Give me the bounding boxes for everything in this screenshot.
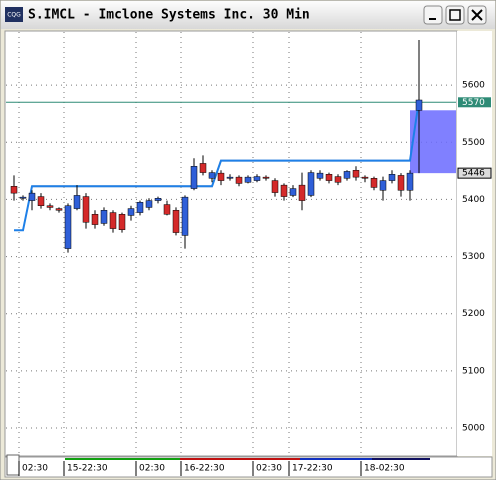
- y-tick-label: 5600: [462, 81, 485, 91]
- candle-body: [154, 198, 162, 201]
- x-tick-label: 02:30: [139, 464, 165, 474]
- maximize-button[interactable]: [445, 5, 465, 25]
- candle-body: [298, 184, 306, 201]
- candle-body: [262, 176, 270, 179]
- x-tick-label: 02:30: [256, 464, 282, 474]
- candle-body: [199, 163, 207, 173]
- x-tick-label: 02:30: [22, 464, 48, 474]
- candle-body: [334, 176, 342, 183]
- candle-body: [352, 170, 360, 178]
- candle-body: [280, 184, 288, 197]
- candle-body: [91, 214, 99, 225]
- candle-body: [253, 176, 261, 181]
- window-buttons: [423, 5, 487, 25]
- candle-body: [145, 200, 153, 208]
- candle-body: [370, 178, 378, 188]
- candle-body: [397, 175, 405, 191]
- candle-body: [37, 196, 45, 206]
- candle-body: [55, 208, 63, 211]
- candle-body: [235, 176, 243, 184]
- candle-body: [361, 176, 369, 179]
- candle-body: [415, 99, 423, 111]
- candle-body: [118, 214, 126, 230]
- candle-body: [289, 188, 297, 196]
- minimize-button[interactable]: [423, 5, 443, 25]
- y-tick-label: 5000: [462, 424, 485, 434]
- candle-body: [217, 172, 225, 181]
- close-icon: [471, 9, 483, 21]
- app-icon-text: CQG: [7, 12, 21, 19]
- last-price-label: 5570: [462, 98, 485, 108]
- candle-body: [325, 174, 333, 181]
- price-axis: [457, 31, 492, 456]
- y-tick-label: 5400: [462, 195, 485, 205]
- y-tick-label: 5500: [462, 138, 485, 148]
- candle-body: [136, 202, 144, 213]
- candle-body: [73, 195, 81, 209]
- candle-body: [343, 171, 351, 179]
- candle-body: [19, 196, 27, 199]
- x-tick-label: 17-22:30: [292, 464, 333, 474]
- last-price-box: [458, 97, 491, 108]
- candle-body: [226, 176, 234, 179]
- candle-body: [190, 166, 198, 189]
- candle-body: [46, 205, 54, 208]
- y-tick-label: 5300: [462, 252, 485, 262]
- app-icon: [5, 7, 23, 22]
- candle-body: [28, 192, 36, 201]
- candle-body: [379, 180, 387, 191]
- candle-body: [82, 196, 90, 223]
- candle-body: [163, 204, 171, 215]
- time-axis: [4, 456, 493, 478]
- candle-body: [100, 210, 108, 224]
- candle-body: [271, 180, 279, 193]
- candle-body: [10, 186, 18, 194]
- candle-body: [109, 212, 117, 229]
- y-tick-label: 5100: [462, 366, 485, 376]
- x-tick-label: 16-22:30: [184, 464, 225, 474]
- x-tick-label: 15-22:30: [67, 464, 108, 474]
- price-band: [410, 110, 456, 174]
- candle-body: [244, 176, 252, 183]
- plot-area: [4, 30, 458, 457]
- y-tick-label: 5200: [462, 309, 485, 319]
- marker-price-label: 5446: [462, 169, 485, 179]
- window-title: S.IMCL - Imclone Systems Inc. 30 Min: [28, 8, 310, 23]
- title-bar: [1, 1, 495, 29]
- candle-body: [181, 196, 189, 236]
- marker-price-box: [457, 167, 492, 179]
- candle-body: [64, 205, 72, 249]
- candle-body: [172, 210, 180, 233]
- candle-body: [388, 174, 396, 181]
- candle-body: [127, 208, 135, 216]
- maximize-icon: [449, 9, 461, 21]
- x-tick-label: 18-02:30: [364, 464, 405, 474]
- candle-body: [208, 172, 216, 179]
- scroll-handle[interactable]: [6, 454, 20, 476]
- candle-body: [406, 172, 414, 191]
- indicator-line: [14, 99, 420, 232]
- candle-body: [307, 172, 315, 196]
- candle-body: [316, 172, 324, 179]
